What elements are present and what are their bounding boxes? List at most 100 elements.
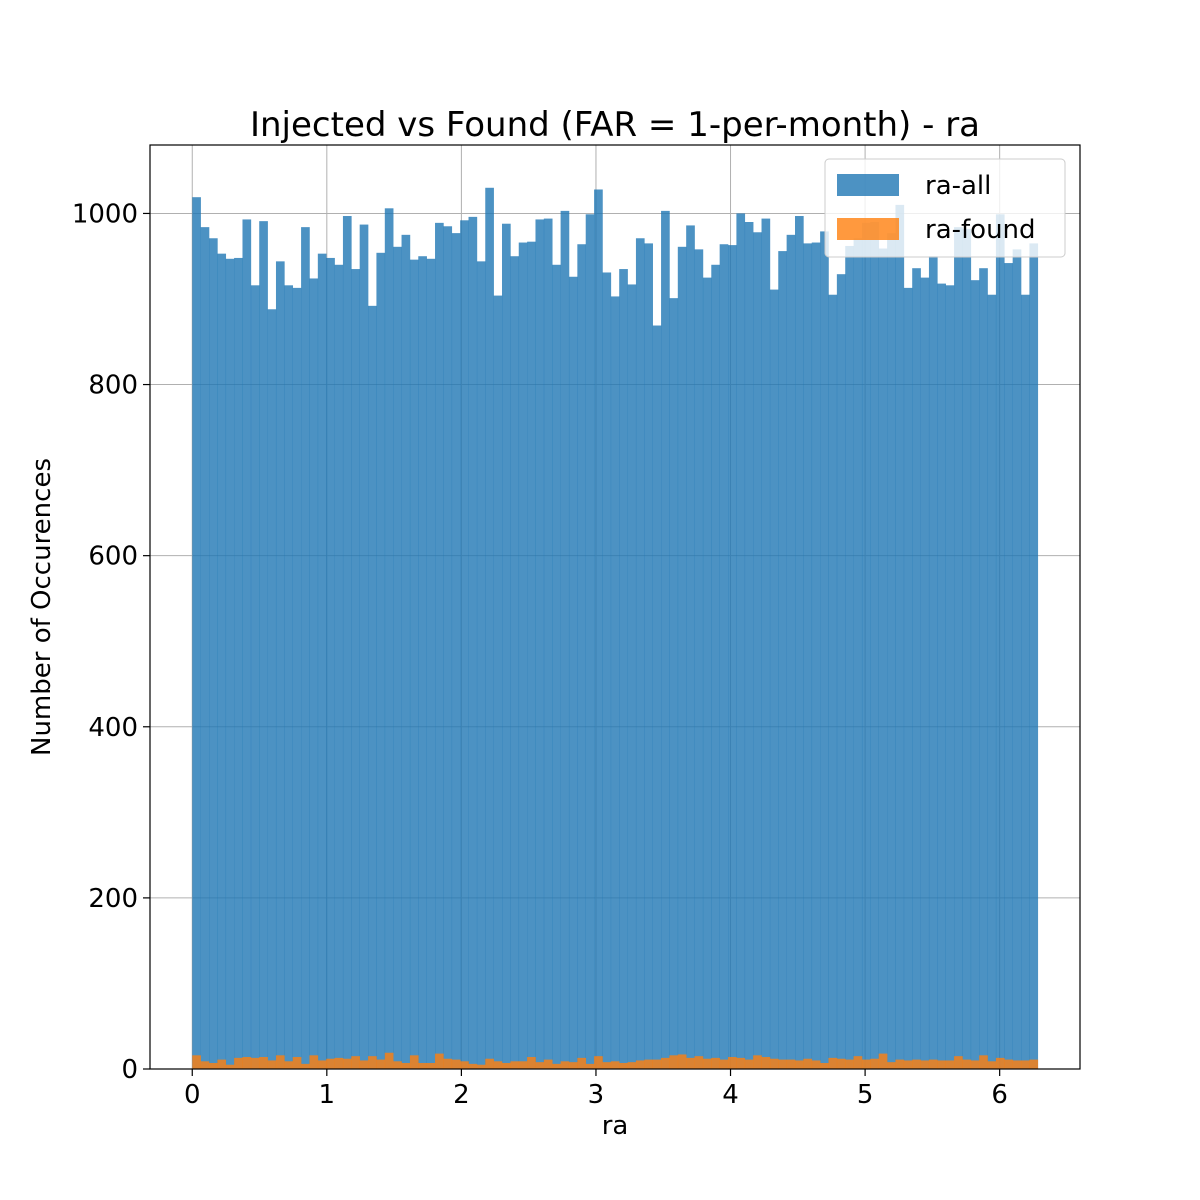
x-axis-ticks: 0 1 2 3 4 5 6 (184, 1069, 1008, 1110)
bar-ra-all (769, 289, 779, 1070)
bar-ra-all (368, 305, 377, 1069)
bar-ra-found (677, 1054, 687, 1069)
bar-ra-found (301, 1063, 310, 1069)
bar-ra-all (250, 285, 260, 1069)
bar-ra-found (1029, 1059, 1039, 1069)
bar-ra-all (568, 276, 578, 1069)
bar-ra-all (644, 243, 653, 1069)
bar-ra-all (284, 285, 294, 1069)
y-axis-ticks: 0 200 400 600 800 1000 (72, 199, 150, 1085)
bar-ra-all (979, 268, 988, 1069)
bar-ra-found (275, 1055, 285, 1069)
bar-ra-all (702, 277, 712, 1070)
bar-ra-all (661, 210, 670, 1069)
bar-ra-all (326, 257, 335, 1069)
bar-ra-all (836, 274, 846, 1069)
bar-ra-all (435, 222, 444, 1069)
bar-ra-all (317, 253, 327, 1070)
bar-ra-found (661, 1057, 670, 1069)
bar-ra-found (694, 1056, 704, 1069)
bar-ra-found (393, 1061, 402, 1069)
bar-ra-found (753, 1055, 762, 1069)
bar-ra-found (828, 1057, 838, 1069)
bar-ra-all (208, 238, 218, 1069)
bar-ra-all (535, 219, 545, 1069)
bar-ra-all (225, 258, 235, 1069)
bar-ra-found (543, 1059, 553, 1069)
bar-ra-found (259, 1057, 268, 1069)
bar-ra-all (853, 238, 863, 1069)
bar-ra-found (418, 1063, 427, 1069)
bar-ra-all (962, 228, 972, 1069)
bar-ra-found (342, 1058, 352, 1069)
bar-ra-all (275, 261, 285, 1069)
bar-ra-found (535, 1062, 545, 1069)
bar-ra-found (267, 1060, 277, 1069)
bar-ra-found (443, 1058, 453, 1069)
bar-ra-all (828, 294, 838, 1069)
bar-ra-found (920, 1060, 930, 1069)
bar-ra-all (954, 227, 963, 1070)
bar-ra-all (694, 249, 704, 1069)
bar-ra-found (518, 1061, 528, 1069)
bar-ra-all (543, 218, 553, 1070)
bar-ra-all (753, 232, 762, 1069)
bar-ra-all (451, 233, 461, 1070)
x-tick-label: 1 (319, 1080, 336, 1110)
bar-ra-all (744, 222, 754, 1069)
bar-ra-all (635, 238, 645, 1069)
bar-ra-all (359, 224, 369, 1070)
bar-ra-all (619, 269, 628, 1069)
bar-ra-all (945, 285, 955, 1069)
y-tick-label: 400 (88, 713, 138, 743)
bar-ra-all (409, 259, 419, 1070)
bar-ra-all (820, 231, 829, 1069)
bar-ra-all (1012, 249, 1022, 1069)
bar-ra-all (903, 287, 913, 1069)
bar-ra-all (493, 295, 503, 1070)
bar-ra-all (610, 296, 620, 1069)
bar-ra-found (501, 1063, 511, 1069)
bar-ra-all (686, 225, 695, 1069)
bar-ra-found (401, 1063, 411, 1069)
bar-ra-found (845, 1059, 854, 1069)
bar-ra-all (652, 325, 662, 1069)
bar-ra-found (627, 1062, 637, 1069)
x-tick-label: 4 (722, 1080, 739, 1110)
bar-ra-found (208, 1063, 218, 1069)
bar-ra-found (853, 1056, 863, 1069)
plot-frame (149, 144, 1081, 1070)
bar-ra-all (401, 234, 411, 1070)
bar-ra-found (878, 1053, 888, 1069)
bar-ra-found (903, 1060, 913, 1069)
x-tick-label: 2 (453, 1080, 470, 1110)
bar-ra-all (602, 272, 612, 1069)
bar-ra-all (920, 277, 930, 1070)
bar-ra-found (485, 1058, 494, 1069)
bar-ra-all (761, 218, 771, 1070)
bar-ra-found (979, 1055, 988, 1069)
bar-ra-found (351, 1056, 360, 1069)
bar-ra-all (711, 264, 720, 1069)
x-tick-label: 3 (588, 1080, 605, 1110)
y-tick-label: 600 (88, 542, 138, 572)
bar-ra-all (887, 233, 896, 1070)
bar-ra-found (820, 1063, 829, 1069)
bar-ra-found (744, 1059, 754, 1069)
bar-ra-all (728, 245, 737, 1070)
bar-ra-all (384, 208, 394, 1070)
bar-ra-found (192, 1055, 201, 1069)
bar-ra-found (552, 1063, 561, 1069)
bar-ra-found (761, 1057, 771, 1069)
bar-ra-found (1012, 1060, 1022, 1069)
bar-ra-found (234, 1057, 243, 1069)
bar-ra-found (995, 1057, 1005, 1069)
bar-ra-found (887, 1062, 896, 1069)
legend-label-ra-found: ra-found (925, 215, 1036, 245)
bar-ra-found (200, 1061, 210, 1069)
bar-ra-all (995, 214, 1005, 1070)
bar-ra-all (912, 268, 921, 1069)
bar-ra-all (585, 214, 595, 1070)
bar-ra-found (937, 1060, 946, 1069)
